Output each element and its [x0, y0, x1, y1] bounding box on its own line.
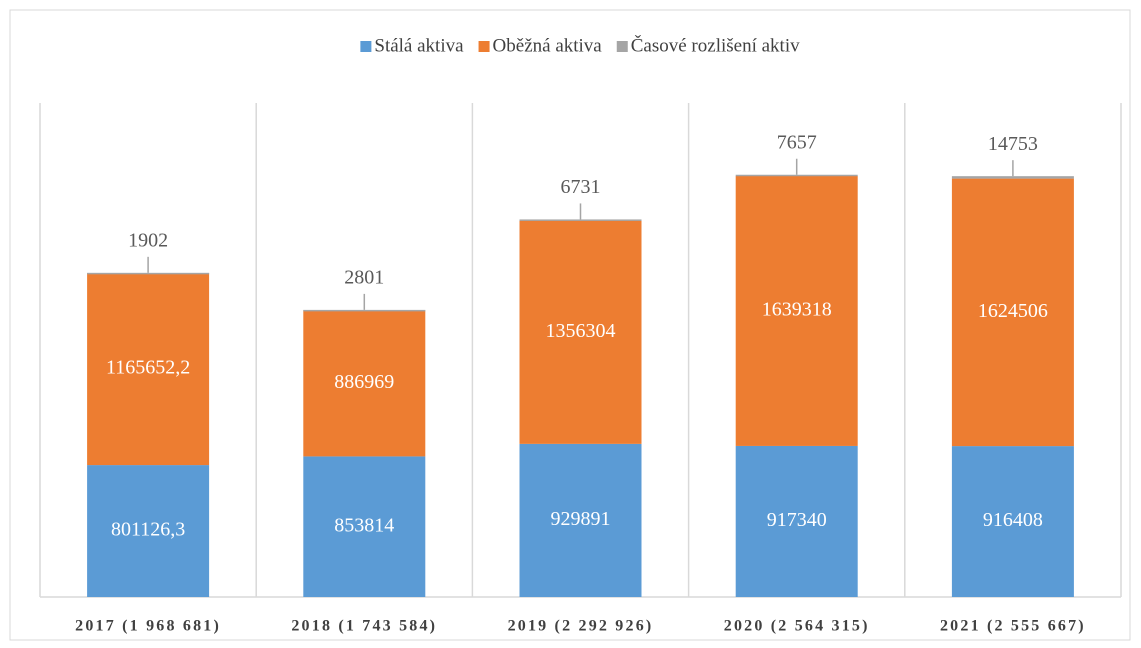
- bar-segment: [303, 310, 426, 457]
- data-label: 801126,3: [111, 519, 185, 541]
- bar-segment: [951, 178, 1074, 447]
- data-label: 1639318: [762, 299, 832, 321]
- data-label: 1356304: [546, 320, 616, 342]
- separators: [39, 103, 1122, 597]
- legend-label: Stálá aktiva: [374, 35, 464, 56]
- data-label: 7657: [777, 131, 817, 153]
- bar-segment: [519, 443, 642, 597]
- bar-segment: [735, 445, 858, 597]
- data-label: 917340: [767, 509, 827, 531]
- bar-segment: [735, 176, 858, 446]
- data-label: 916408: [983, 509, 1043, 531]
- bar-segment: [303, 309, 426, 312]
- data-label: 1902: [128, 229, 168, 251]
- legend-swatch: [478, 41, 490, 52]
- data-label: 853814: [334, 514, 394, 536]
- x-tick-label: 2019 (2 292 926): [508, 618, 654, 635]
- x-tick-label: 2020 (2 564 315): [724, 618, 870, 635]
- bar-segment: [303, 456, 426, 597]
- data-label: 886969: [334, 371, 394, 393]
- x-tick-label: 2021 (2 555 667): [940, 618, 1086, 635]
- data-label: 14753: [988, 133, 1038, 155]
- bar-segment: [519, 220, 642, 444]
- bar-segment: [951, 176, 1074, 179]
- bar-segment: [87, 272, 210, 275]
- bar-segment: [87, 465, 210, 597]
- data-label: 1165652,2: [106, 357, 190, 379]
- bar-segment: [87, 273, 210, 466]
- legend-swatch: [616, 41, 628, 52]
- legend-label: Oběžná aktiva: [493, 35, 603, 56]
- data-label: 1624506: [978, 300, 1048, 322]
- legend-label: Časové rozlišení aktiv: [631, 34, 800, 56]
- data-label: 2801: [344, 266, 384, 288]
- bar-segment: [951, 446, 1074, 597]
- data-label: 6731: [561, 176, 601, 198]
- x-tick-label: 2018 (1 743 584): [291, 618, 437, 635]
- data-label: 929891: [551, 508, 611, 530]
- bar-segment: [519, 219, 642, 221]
- bar-segment: [735, 174, 858, 177]
- legend-swatch: [360, 41, 372, 52]
- x-tick-label: 2017 (1 968 681): [75, 618, 221, 635]
